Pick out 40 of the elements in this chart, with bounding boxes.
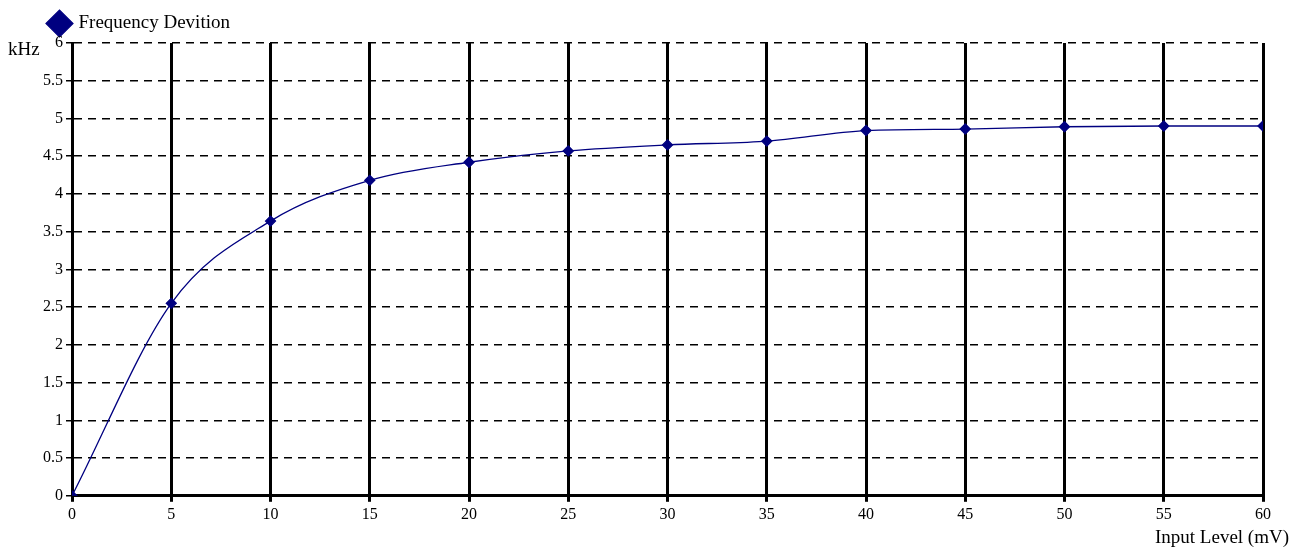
y-tick-label: 3 [55, 259, 63, 277]
y-tick-label: 5 [55, 108, 63, 126]
x-tick-label: 50 [1056, 504, 1073, 522]
legend-label: Frequency Devition [78, 11, 231, 33]
x-tick-label: 35 [758, 504, 775, 522]
point [463, 156, 475, 168]
y-tick-label: 4 [55, 184, 63, 202]
x-tick-label: 20 [461, 504, 477, 522]
x-axis-title: Input Level (mV) [1154, 526, 1289, 548]
x-tick-label: 45 [957, 504, 974, 522]
point [1158, 120, 1170, 132]
y-tick-label: 1 [55, 410, 63, 428]
x-tick-label: 40 [858, 504, 874, 522]
point [562, 145, 574, 157]
x-tick-label: 25 [560, 504, 577, 522]
point [264, 215, 277, 227]
point [860, 124, 872, 137]
x-tick-label: 60 [1255, 504, 1271, 522]
point [364, 174, 376, 186]
y-tick-label: 4.5 [43, 146, 63, 164]
x-tick-label: 5 [167, 504, 176, 522]
y-tick-label: 6 [55, 33, 63, 51]
point [761, 135, 773, 147]
y-tick-label: 0.5 [43, 448, 63, 466]
y-tick-label: 2.5 [43, 297, 63, 315]
y-tick-label: 5.5 [43, 70, 63, 88]
x-tick-label: 30 [659, 504, 676, 522]
point [165, 297, 177, 310]
y-tick-label: 3.5 [43, 221, 63, 239]
y-tick-label: 1.5 [43, 372, 63, 390]
x-tick-label: 55 [1155, 504, 1172, 522]
x-tick-label: 10 [262, 504, 279, 522]
x-tick-label: 15 [361, 504, 378, 522]
y-tick-label: 0 [55, 486, 63, 503]
y-tick-label: 2 [55, 335, 63, 353]
x-tick-label: 0 [68, 504, 76, 522]
point [1058, 121, 1071, 133]
point [661, 139, 674, 151]
y-axis-title: kHz [8, 38, 40, 60]
point [959, 123, 971, 135]
